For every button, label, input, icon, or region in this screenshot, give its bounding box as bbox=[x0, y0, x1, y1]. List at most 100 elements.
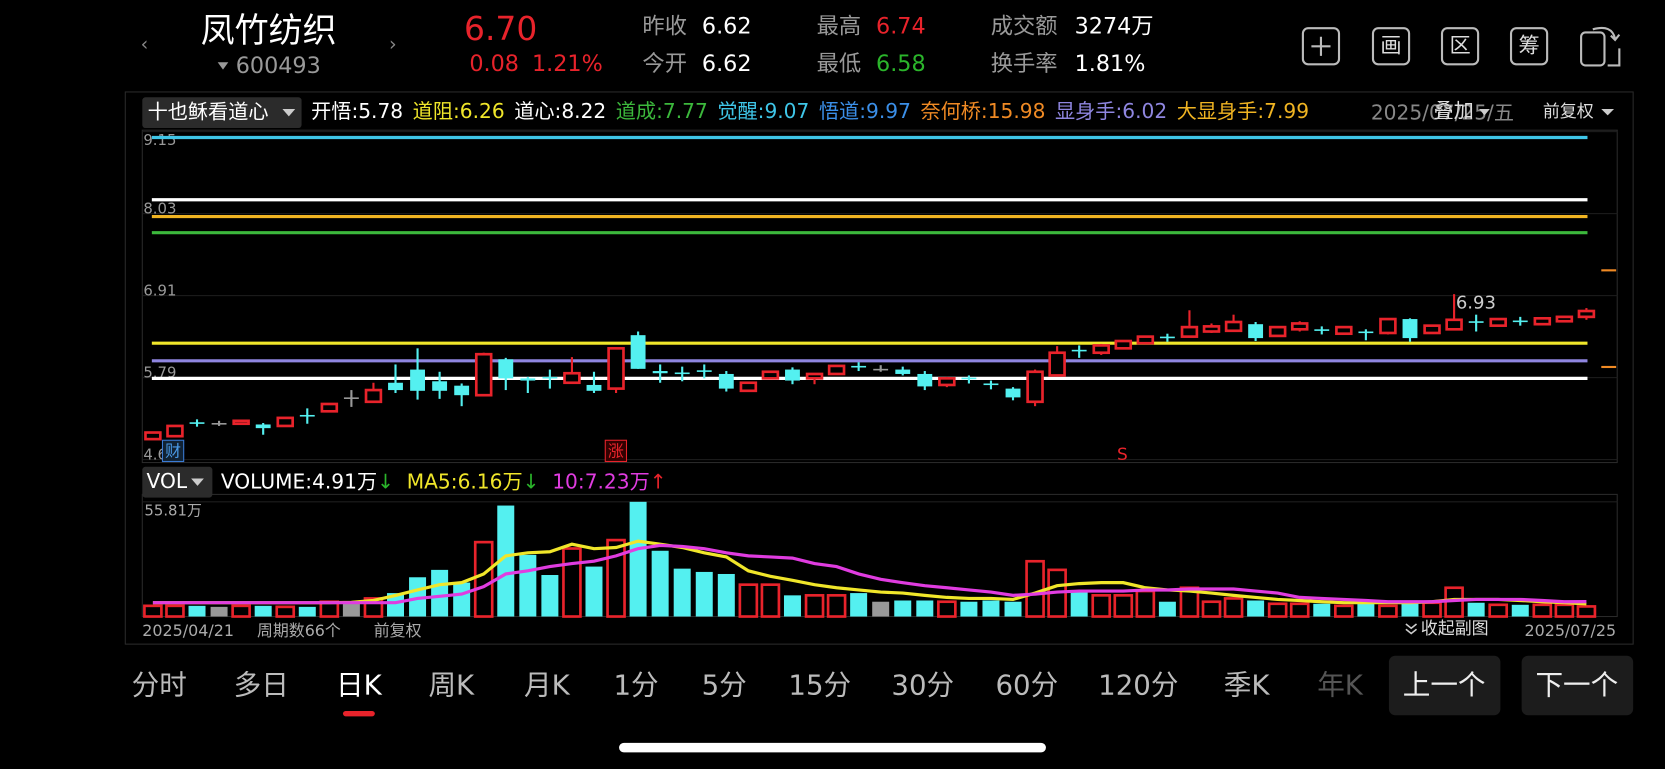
volume-bar bbox=[894, 600, 912, 617]
volume-bar bbox=[562, 547, 582, 618]
indicator-item: 大显身手:7.99 bbox=[1177, 99, 1309, 123]
event-badge-label: 涨 bbox=[608, 441, 624, 460]
volume-legend-item: 10:7.23万↑ bbox=[552, 469, 666, 493]
volume-bar bbox=[1070, 591, 1088, 617]
range-button[interactable] bbox=[1440, 27, 1480, 66]
candle-body bbox=[652, 371, 668, 374]
period-tab[interactable]: 5分 bbox=[702, 669, 747, 702]
legend-sep: : bbox=[451, 469, 458, 493]
volume-bar bbox=[960, 601, 978, 617]
add-button[interactable] bbox=[1301, 27, 1341, 66]
candle-body bbox=[630, 335, 646, 369]
next-button[interactable] bbox=[1521, 655, 1634, 716]
legend-value: 6.16万 bbox=[458, 469, 523, 493]
candle-body bbox=[1555, 315, 1574, 323]
period-tab[interactable]: 季K bbox=[1224, 669, 1271, 702]
volume-bar bbox=[387, 593, 404, 617]
volume-bar bbox=[1091, 594, 1112, 618]
legend-name: 10 bbox=[552, 469, 578, 493]
ma5-line bbox=[152, 539, 1587, 606]
period-tab[interactable]: 30分 bbox=[891, 669, 954, 702]
period-tab[interactable]: 周K bbox=[428, 669, 475, 702]
change: 0.08 bbox=[469, 51, 519, 77]
indicator-sep: : bbox=[453, 99, 460, 123]
volume-bar bbox=[629, 501, 647, 617]
indicator-value: 7.99 bbox=[1264, 99, 1309, 123]
high-label: 6.93 bbox=[1456, 292, 1496, 313]
volume-bar bbox=[1334, 604, 1354, 618]
candle-body bbox=[563, 371, 581, 385]
volume-bar bbox=[1532, 603, 1553, 618]
event-badge bbox=[604, 439, 628, 463]
period-tab[interactable]: 分时 bbox=[132, 669, 187, 702]
period-tab[interactable]: 15分 bbox=[788, 669, 851, 702]
tool-label: 筹 bbox=[1518, 33, 1539, 58]
candle-body bbox=[586, 384, 602, 391]
candle-body bbox=[607, 347, 625, 390]
next-stock[interactable]: › bbox=[389, 33, 397, 56]
volume-bar bbox=[1488, 603, 1509, 618]
indicator-item: 悟道:9.97 bbox=[819, 99, 911, 123]
adjust-button[interactable]: 前复权 bbox=[1543, 102, 1594, 122]
chips-button[interactable] bbox=[1509, 27, 1549, 66]
candle-body bbox=[520, 378, 536, 381]
indicator-item: 奈何桥:15.98 bbox=[920, 99, 1045, 123]
period-tab[interactable]: 多日 bbox=[234, 669, 289, 702]
indicator-value: 5.78 bbox=[358, 99, 403, 123]
candle-body bbox=[739, 381, 758, 393]
candle-body bbox=[144, 431, 162, 441]
volume-bar bbox=[143, 604, 163, 618]
candle-body bbox=[211, 423, 227, 425]
price-marker bbox=[1601, 365, 1617, 369]
chart-frame bbox=[124, 91, 1634, 645]
candle-body bbox=[1358, 331, 1374, 334]
period-tab[interactable]: 日K bbox=[336, 669, 383, 702]
volume-bar bbox=[188, 605, 206, 617]
stat-label: 成交额 bbox=[991, 14, 1058, 40]
candle-body bbox=[1159, 336, 1175, 339]
volume-bar bbox=[254, 605, 272, 617]
volume-selector[interactable] bbox=[142, 466, 213, 498]
stat-label: 今开 bbox=[642, 51, 687, 77]
draw-button[interactable] bbox=[1371, 27, 1411, 66]
volume-legend-item: MA5:6.16万↓ bbox=[407, 469, 540, 493]
volume-chart: 55.81万 bbox=[142, 501, 1618, 618]
legend-name: VOLUME bbox=[221, 469, 305, 493]
candle-body bbox=[432, 381, 448, 391]
prev-button[interactable] bbox=[1388, 655, 1501, 716]
indicator-name: 开悟 bbox=[311, 99, 351, 123]
indicator-value: 8.22 bbox=[561, 99, 606, 123]
period-tab[interactable]: 120分 bbox=[1098, 669, 1178, 702]
period-tab[interactable]: 1分 bbox=[613, 669, 658, 702]
candle-body bbox=[1379, 317, 1397, 335]
candle-body bbox=[1005, 388, 1021, 398]
period-tab[interactable]: 年K bbox=[1317, 669, 1364, 702]
rotate-button[interactable] bbox=[1580, 31, 1606, 67]
candle-body bbox=[1248, 324, 1264, 339]
indicator-item: 开悟:5.78 bbox=[311, 99, 403, 123]
period-tab[interactable]: 月K bbox=[524, 669, 571, 702]
candle-body bbox=[1224, 320, 1243, 333]
dropdown-arrow bbox=[282, 108, 296, 117]
tool-label: 画 bbox=[1380, 33, 1401, 58]
indicator-selector[interactable] bbox=[142, 97, 302, 129]
next-label: 下一个 bbox=[1535, 669, 1618, 702]
kline-area bbox=[141, 129, 1618, 464]
stat-value: 6.62 bbox=[702, 51, 752, 77]
volume-area bbox=[141, 493, 1618, 618]
stat-label: 换手率 bbox=[991, 51, 1058, 77]
period-tab[interactable]: 60分 bbox=[995, 669, 1058, 702]
volume-bar bbox=[231, 604, 251, 618]
indicator-name: 奈何桥 bbox=[920, 99, 980, 123]
overlay-button[interactable]: 叠加 bbox=[1434, 99, 1474, 123]
collapse-button[interactable]: 收起副图 bbox=[1421, 619, 1489, 639]
y-tick-label: 6.91 bbox=[143, 281, 176, 299]
volume-bar bbox=[606, 538, 626, 618]
prev-stock[interactable]: ‹ bbox=[141, 33, 149, 56]
volume-bar bbox=[431, 569, 449, 617]
indicator-name: 道阻 bbox=[413, 99, 453, 123]
stock-code: 600493 bbox=[236, 53, 321, 79]
candle-body bbox=[1202, 325, 1221, 333]
y-tick-label: 55.81万 bbox=[144, 501, 201, 519]
